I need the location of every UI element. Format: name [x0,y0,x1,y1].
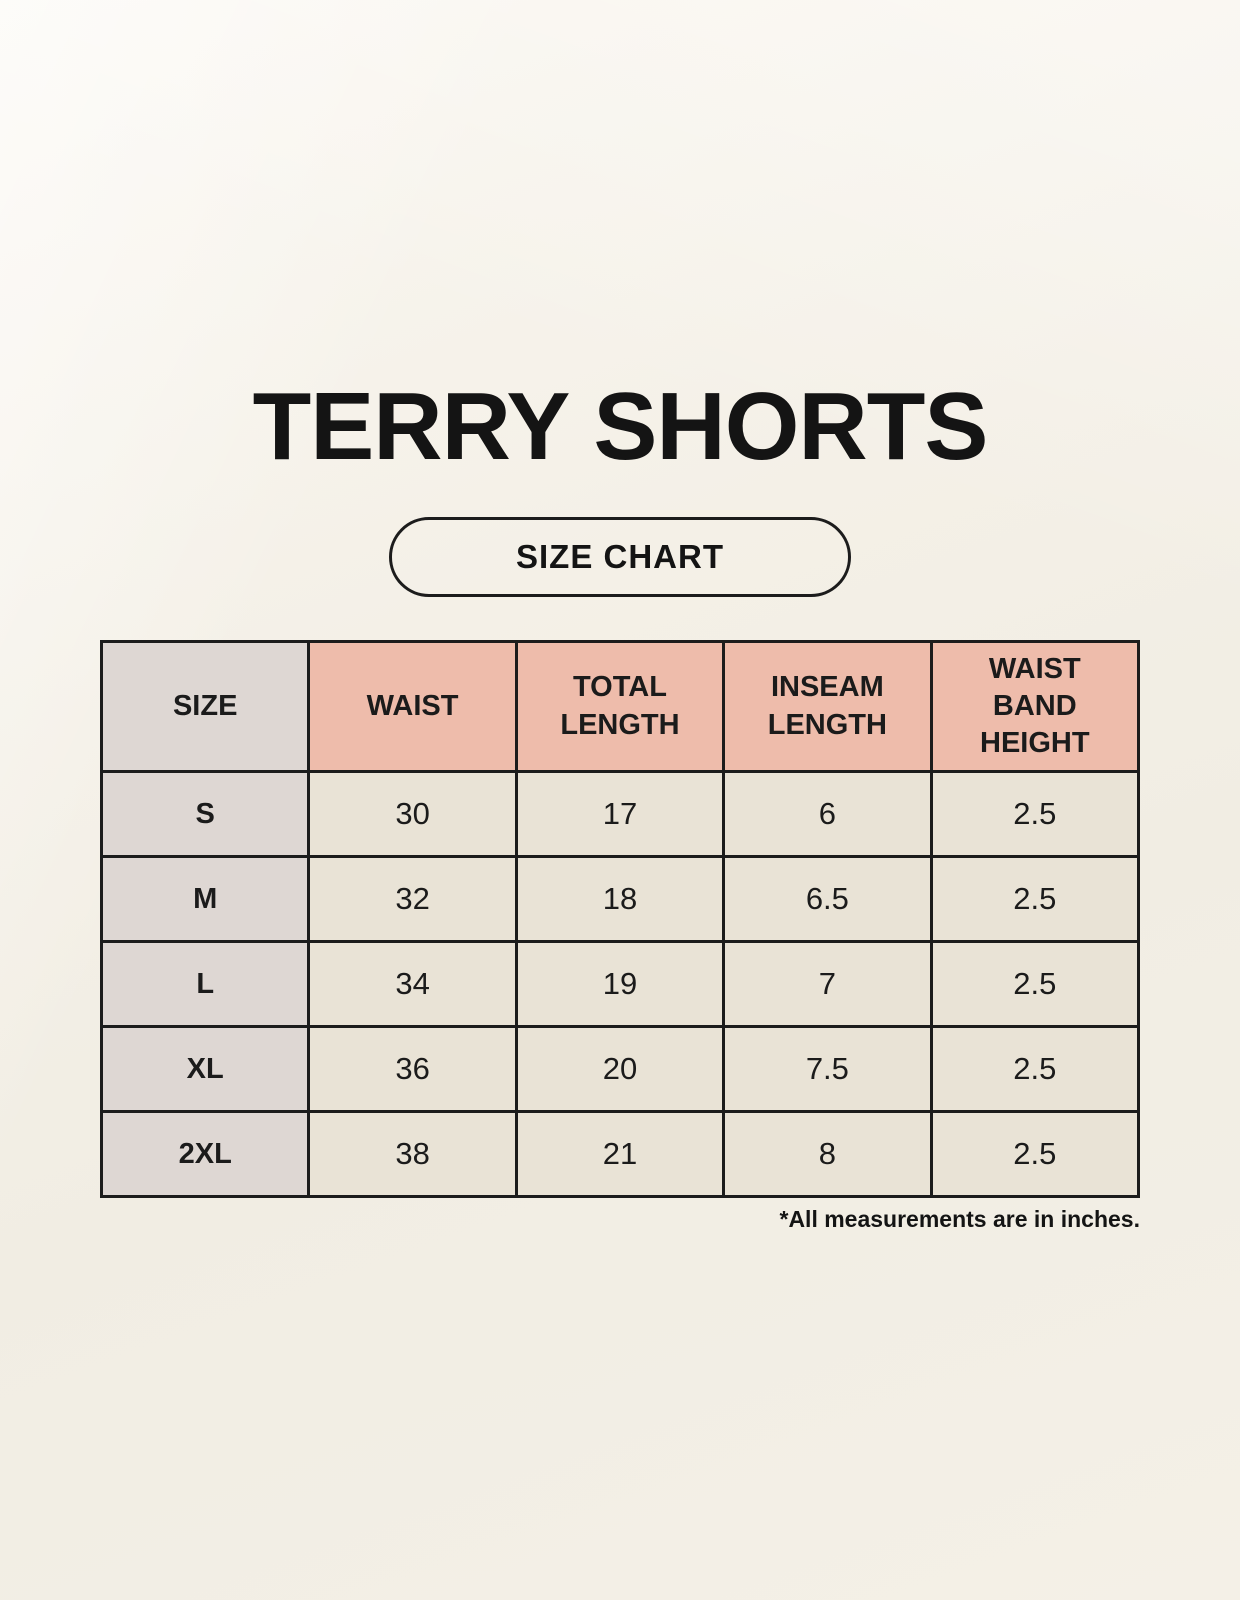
product-title: TERRY SHORTS [252,373,989,480]
measurement-cell: 2.5 [929,940,1141,1028]
measurement-cell: 2.5 [929,855,1141,943]
measurement-cell: 36 [307,1025,518,1113]
measurement-cell: 2.5 [929,1110,1141,1198]
measurement-cell: 19 [514,940,726,1028]
size-chart-table: SIZE WAIST TOTAL LENGTH INSEAM LENGTH WA… [99,640,1141,1198]
size-cell: 2XL [99,1110,311,1198]
header-row: SIZE WAIST TOTAL LENGTH INSEAM LENGTH WA… [99,640,1141,773]
column-header-inseam-length: INSEAM LENGTH [722,640,933,773]
measurement-cell: 21 [514,1110,726,1198]
size-chart-button-label: SIZE CHART [516,538,724,575]
measurement-cell: 8 [722,1110,933,1198]
size-chart-button[interactable]: SIZE CHART [389,517,851,597]
size-cell: M [99,855,311,943]
column-header-waist-band-height: WAIST BAND HEIGHT [929,640,1141,773]
size-cell: XL [99,1025,311,1113]
measurement-cell: 32 [307,855,518,943]
measurement-cell: 7.5 [722,1025,933,1113]
measurement-unit-note: *All measurements are in inches. [779,1206,1141,1232]
table-row-m: M 32 18 6.5 2.5 [99,855,1141,943]
table-row-xl: XL 36 20 7.5 2.5 [99,1025,1141,1113]
measurement-cell: 34 [307,940,518,1028]
measurement-cell: 38 [307,1110,518,1198]
measurement-cell: 20 [514,1025,726,1113]
table-row-2xl: 2XL 38 21 8 2.5 [99,1110,1141,1198]
measurement-cell: 2.5 [929,770,1141,858]
size-cell: L [99,940,311,1028]
measurement-cell: 6.5 [722,855,933,943]
column-header-total-length: TOTAL LENGTH [514,640,726,773]
column-header-waist: WAIST [307,640,518,773]
measurement-cell: 30 [307,770,518,858]
measurement-cell: 17 [514,770,726,858]
column-header-size: SIZE [99,640,311,773]
measurement-cell: 7 [722,940,933,1028]
table-row-s: S 30 17 6 2.5 [99,770,1141,858]
measurement-cell: 6 [722,770,933,858]
measurement-cell: 2.5 [929,1025,1141,1113]
measurement-cell: 18 [514,855,726,943]
table-row-l: L 34 19 7 2.5 [99,940,1141,1028]
size-cell: S [99,770,311,858]
